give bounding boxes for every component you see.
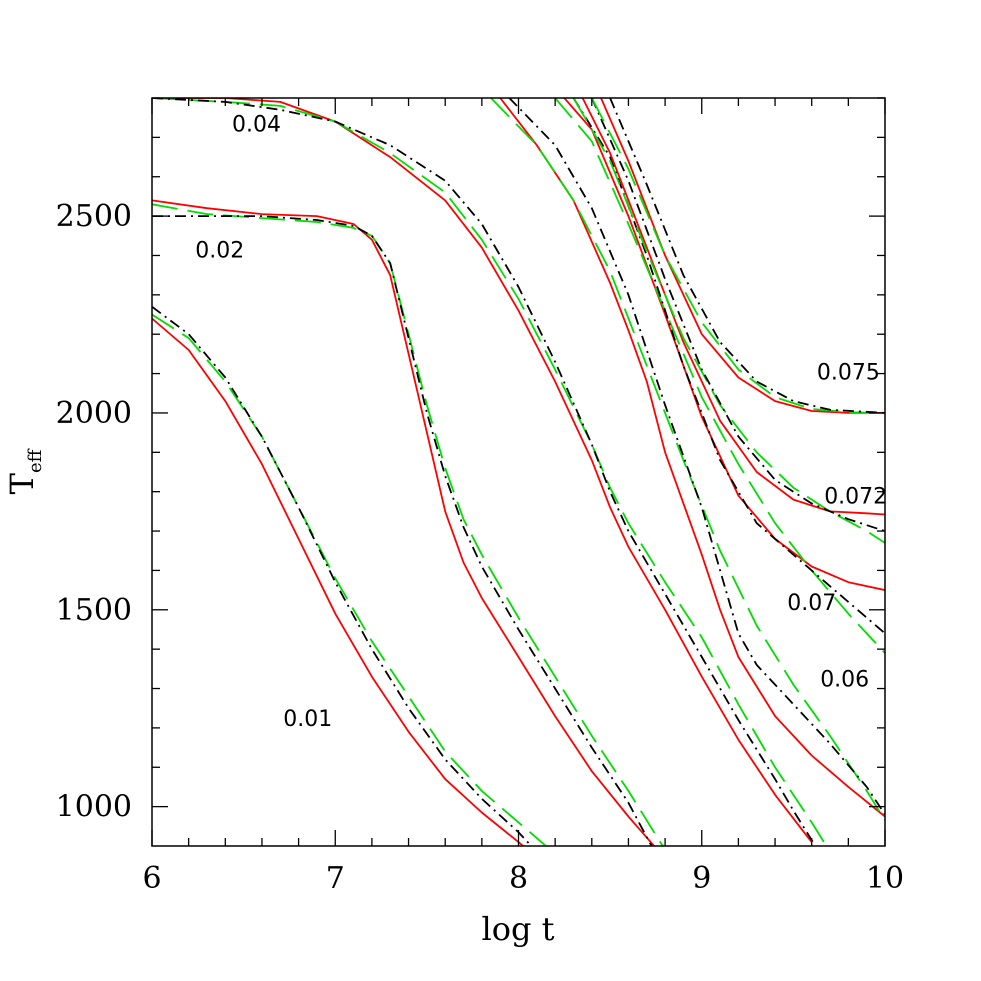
curve-0p04-red <box>152 98 813 843</box>
x-tick-label: 10 <box>866 861 904 896</box>
curve-0p01-red <box>152 317 525 846</box>
x-tick-label: 8 <box>509 861 528 896</box>
plot-frame <box>151 97 886 847</box>
curve-layer <box>152 98 885 846</box>
curve-0p072-red <box>581 98 885 516</box>
curve-0p01-black <box>152 305 533 846</box>
curve-0p04-green <box>152 98 828 846</box>
curve-0p075-green <box>591 98 885 414</box>
curve-label-0p072: 0.072 <box>824 485 887 510</box>
curve-label-0p07: 0.07 <box>787 591 836 616</box>
curve-label-layer: 0.01 0.02 0.04 0.06 0.07 0.072 0.075 <box>195 113 887 732</box>
curve-label-0p02: 0.02 <box>195 239 244 264</box>
curve-0p06-black <box>508 98 885 815</box>
x-tick-label: 6 <box>142 861 161 896</box>
curve-0p075-red <box>600 98 885 414</box>
curve-0p072-black <box>590 98 885 532</box>
curve-0p01-green <box>152 313 547 846</box>
x-tick-label: 9 <box>692 861 711 896</box>
x-axis-label: log t <box>481 910 554 948</box>
curve-0p02-green <box>152 203 665 846</box>
y-tick-label: 1500 <box>56 593 132 628</box>
curve-0p06-green <box>490 98 885 821</box>
curve-0p02-red <box>152 199 656 846</box>
curve-0p02-black <box>152 215 654 846</box>
tick-label-layer: 6 7 8 9 10 1000 1500 2000 2500 <box>56 199 904 896</box>
curve-0p07-green <box>554 98 885 654</box>
y-tick-label: 1000 <box>56 790 132 825</box>
y-axis-label-group: Teff <box>3 448 46 494</box>
curve-0p06-red <box>499 98 885 818</box>
curve-0p075-black <box>609 98 885 414</box>
tick-layer <box>151 97 886 846</box>
curve-label-0p075: 0.075 <box>817 361 880 386</box>
curve-0p04-black <box>152 98 817 846</box>
svg-text:Teff: Teff <box>3 448 46 494</box>
y-tick-label: 2500 <box>56 199 132 234</box>
curve-0p072-green <box>572 98 885 544</box>
curve-label-0p06: 0.06 <box>820 668 869 693</box>
y-axis-label-subscript: eff <box>25 448 46 473</box>
curve-label-0p01: 0.01 <box>283 707 332 732</box>
x-tick-label: 7 <box>326 861 345 896</box>
y-axis-label: T <box>3 472 41 494</box>
curve-0p07-red <box>563 98 885 591</box>
y-tick-label: 2000 <box>56 396 132 431</box>
curve-label-0p04: 0.04 <box>232 113 281 138</box>
